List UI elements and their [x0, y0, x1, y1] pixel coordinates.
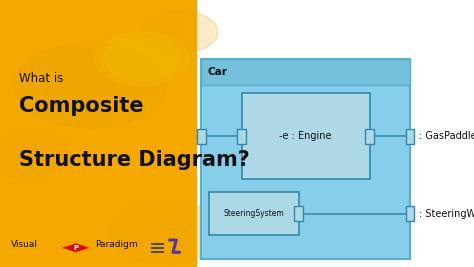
Bar [201, 59, 410, 259]
Text: : GasPaddle: : GasPaddle [419, 131, 474, 141]
Circle shape [109, 200, 223, 264]
Text: What is: What is [19, 72, 64, 85]
Bar [365, 129, 374, 144]
Text: Composite: Composite [19, 96, 144, 116]
Bar [406, 129, 414, 144]
Bar [237, 129, 246, 144]
Circle shape [95, 32, 190, 85]
Bar [209, 192, 299, 235]
Text: P: P [73, 245, 78, 251]
Text: Paradigm: Paradigm [95, 240, 137, 249]
Circle shape [0, 131, 71, 179]
Circle shape [104, 37, 180, 80]
Text: : SteeringWheel: : SteeringWheel [419, 209, 474, 219]
Text: SteeringSystem: SteeringSystem [223, 209, 284, 218]
Polygon shape [63, 244, 89, 252]
Text: Visual: Visual [10, 240, 37, 249]
Bar [242, 93, 370, 179]
Text: Car: Car [207, 67, 227, 77]
Bar [197, 129, 206, 144]
Bar [294, 206, 303, 221]
Text: -e : Engine: -e : Engine [280, 131, 332, 141]
Text: Structure Diagram?: Structure Diagram? [19, 150, 250, 170]
Bar [406, 206, 414, 221]
Bar [0, 0, 197, 267]
Bar [201, 59, 410, 85]
Circle shape [14, 43, 166, 128]
Circle shape [142, 11, 218, 53]
